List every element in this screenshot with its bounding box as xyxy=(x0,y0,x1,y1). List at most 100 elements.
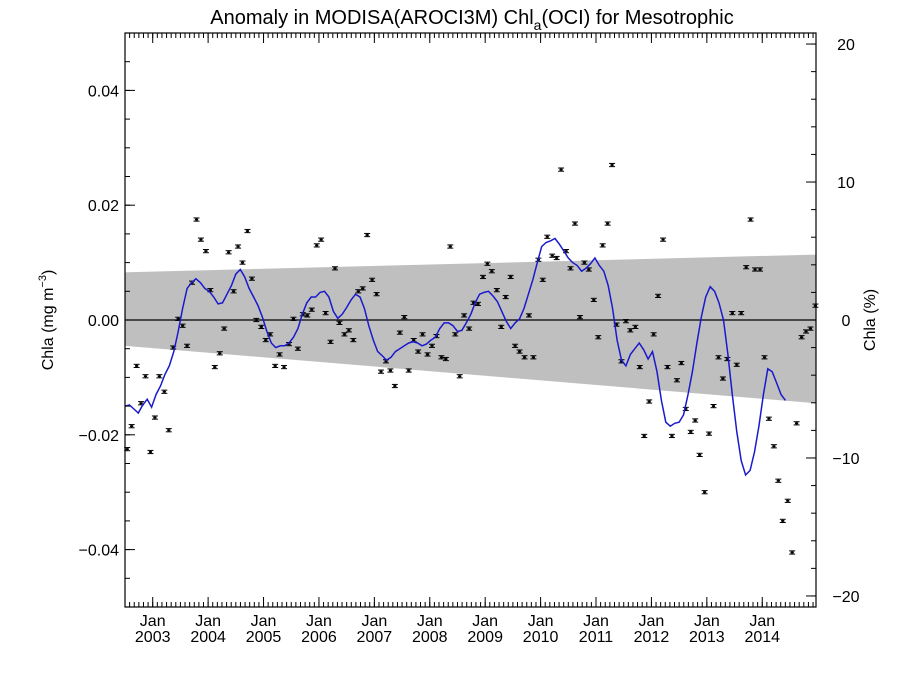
data-point xyxy=(595,335,602,340)
point-marker xyxy=(227,251,231,254)
point-marker xyxy=(162,390,166,393)
point-marker xyxy=(462,314,466,317)
data-point xyxy=(544,234,551,239)
data-point xyxy=(747,217,754,222)
x-tick-label-month: Jan xyxy=(749,613,775,630)
point-marker xyxy=(808,327,813,330)
point-marker xyxy=(356,290,360,293)
point-marker xyxy=(259,325,263,328)
point-marker xyxy=(139,402,143,405)
data-point xyxy=(373,292,380,297)
data-point xyxy=(609,162,616,168)
point-marker xyxy=(504,296,508,298)
point-marker xyxy=(531,356,535,359)
point-marker xyxy=(194,218,199,221)
y-tick-label-left: −0.02 xyxy=(79,428,120,445)
data-point xyxy=(447,244,454,249)
data-point xyxy=(179,323,186,328)
point-marker xyxy=(661,238,665,241)
data-point xyxy=(161,389,168,394)
data-point xyxy=(290,316,297,321)
point-marker xyxy=(786,499,790,502)
chart-title-subscript: a xyxy=(534,17,542,33)
smoothed-line-layer xyxy=(124,237,787,477)
data-point xyxy=(622,319,629,324)
data-point xyxy=(391,383,398,389)
data-point xyxy=(761,355,768,360)
y-tick-label-right: 0 xyxy=(842,313,851,330)
point-marker xyxy=(208,289,212,292)
point-marker xyxy=(236,245,240,248)
data-point xyxy=(262,337,269,343)
data-point xyxy=(770,444,777,449)
data-point xyxy=(664,364,671,370)
point-marker xyxy=(711,405,716,407)
point-marker xyxy=(665,366,670,368)
point-marker xyxy=(689,431,693,433)
x-tick-label-month: Jan xyxy=(639,613,665,630)
point-marker xyxy=(647,400,651,403)
x-tick-label-month: Jan xyxy=(583,613,609,630)
data-point xyxy=(696,452,703,457)
data-point xyxy=(576,315,583,320)
point-marker xyxy=(739,312,743,315)
point-marker xyxy=(125,448,129,451)
point-marker xyxy=(606,222,610,225)
data-point xyxy=(636,364,643,370)
data-point xyxy=(359,286,366,291)
point-marker xyxy=(735,363,739,366)
point-marker xyxy=(527,314,531,317)
x-tick-label-year: 2012 xyxy=(634,629,670,646)
point-marker xyxy=(703,491,707,494)
data-point xyxy=(387,368,394,373)
point-marker xyxy=(181,324,185,327)
point-marker xyxy=(245,230,250,232)
data-point xyxy=(646,399,653,404)
data-point xyxy=(567,266,574,271)
x-tick-label-year: 2005 xyxy=(246,629,282,646)
y-axis-label-left-main: Chla (mg m xyxy=(40,288,57,371)
x-tick-label-year: 2003 xyxy=(135,629,171,646)
point-marker xyxy=(587,268,591,271)
point-marker xyxy=(199,238,203,241)
data-point xyxy=(147,449,154,455)
x-tick-label-year: 2010 xyxy=(523,629,559,646)
point-marker xyxy=(218,352,222,355)
data-point xyxy=(738,311,745,316)
data-point xyxy=(549,253,556,258)
data-point xyxy=(230,289,237,294)
point-marker xyxy=(513,344,517,347)
data-point xyxy=(502,294,509,300)
point-marker xyxy=(684,408,688,410)
point-marker xyxy=(439,356,444,359)
point-marker xyxy=(365,234,369,236)
point-marker xyxy=(384,360,388,363)
data-point xyxy=(660,237,667,242)
data-point xyxy=(590,297,597,303)
data-point xyxy=(415,349,422,354)
point-marker xyxy=(633,325,637,328)
point-marker xyxy=(656,294,660,297)
data-point xyxy=(539,277,546,282)
point-marker xyxy=(268,333,272,336)
data-point xyxy=(336,320,343,325)
data-point xyxy=(405,368,412,373)
point-marker xyxy=(167,429,171,432)
x-tick-label-year: 2014 xyxy=(744,629,780,646)
data-point xyxy=(733,362,740,367)
y-tick-label-left: 0.04 xyxy=(88,83,119,100)
data-point xyxy=(442,356,449,362)
point-marker xyxy=(495,289,499,292)
point-marker xyxy=(721,377,725,380)
data-point xyxy=(341,332,348,337)
point-marker xyxy=(628,329,632,332)
x-tick-label-year: 2008 xyxy=(412,629,448,646)
data-point xyxy=(272,363,279,369)
data-point xyxy=(729,311,736,316)
x-tick-label-month: Jan xyxy=(472,613,498,630)
data-point xyxy=(396,330,403,335)
data-point xyxy=(571,221,578,226)
data-point xyxy=(793,421,800,426)
point-marker xyxy=(795,422,799,425)
data-point xyxy=(428,343,435,348)
